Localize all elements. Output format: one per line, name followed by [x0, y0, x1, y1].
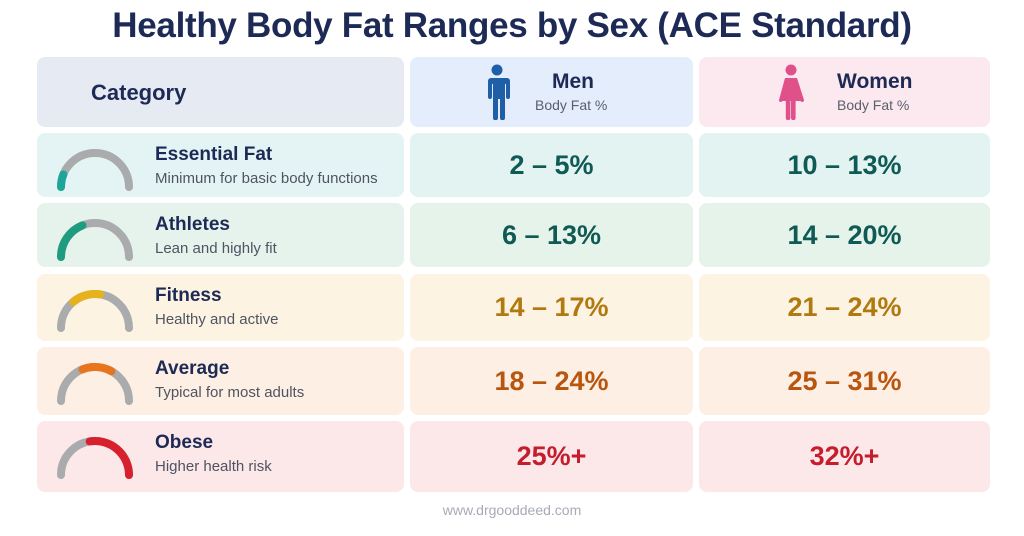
gauge-segment [57, 170, 68, 191]
header-men-cell: Men Body Fat % [410, 57, 693, 127]
men-range-value: 25%+ [516, 441, 587, 471]
women-range-value: 14 – 20% [787, 219, 902, 250]
category-name: Fitness [155, 285, 222, 306]
gauge-icon [57, 437, 133, 479]
women-range-cell: 10 – 13% [699, 133, 990, 197]
category-cell-obese: Obese Higher health risk [37, 421, 404, 492]
female-icon [778, 64, 805, 120]
men-range-value: 18 – 24% [494, 365, 609, 396]
gauge-icon [57, 290, 133, 332]
male-icon [487, 64, 510, 120]
page-title: Healthy Body Fat Ranges by Sex (ACE Stan… [112, 6, 912, 45]
gauge-segment [85, 437, 133, 479]
gauge-icon [57, 219, 133, 261]
men-range-cell: 25%+ [410, 421, 693, 492]
gauge-segment [57, 221, 87, 261]
women-range-cell: 25 – 31% [699, 347, 990, 415]
women-range-value: 10 – 13% [787, 149, 902, 180]
category-name: Athletes [155, 214, 230, 235]
gauge-track [57, 149, 133, 191]
header-category-cell: Category [37, 57, 404, 127]
gauge-icon [57, 149, 133, 191]
men-range-value: 14 – 17% [494, 292, 609, 322]
category-name: Essential Fat [155, 144, 273, 165]
category-cell-fitness: Fitness Healthy and active [37, 274, 404, 341]
category-desc: Typical for most adults [155, 384, 305, 401]
men-range-cell: 2 – 5% [410, 133, 693, 197]
men-range-cell: 6 – 13% [410, 203, 693, 267]
category-desc: Higher health risk [155, 458, 272, 475]
category-desc: Minimum for basic body functions [155, 170, 378, 187]
men-range-cell: 18 – 24% [410, 347, 693, 415]
women-range-cell: 21 – 24% [699, 274, 990, 341]
men-range-value: 2 – 5% [509, 149, 594, 180]
header-men-sub: Body Fat % [535, 97, 608, 113]
women-range-cell: 32%+ [699, 421, 990, 492]
category-cell-average: Average Typical for most adults [37, 347, 404, 415]
category-desc: Lean and highly fit [155, 240, 277, 257]
category-name: Average [155, 358, 230, 379]
header-men-label: Men [552, 70, 594, 93]
women-range-value: 25 – 31% [787, 365, 902, 396]
header-women-cell: Women Body Fat % [699, 57, 990, 127]
header-women-sub: Body Fat % [837, 97, 910, 113]
category-desc: Healthy and active [155, 311, 279, 328]
gauge-segment [78, 363, 116, 376]
category-cell-essential-fat: Essential Fat Minimum for basic body fun… [37, 133, 404, 197]
header-category-label: Category [91, 80, 187, 105]
gauge-track [57, 363, 133, 405]
men-range-cell: 14 – 17% [410, 274, 693, 341]
women-range-value: 32%+ [809, 441, 880, 471]
gauge-icon [57, 363, 133, 405]
women-range-value: 21 – 24% [787, 292, 902, 322]
men-range-value: 6 – 13% [501, 219, 602, 250]
category-cell-athletes: Athletes Lean and highly fit [37, 203, 404, 267]
footer-url[interactable]: www.drgooddeed.com [442, 502, 582, 518]
women-range-cell: 14 – 20% [699, 203, 990, 267]
category-name: Obese [155, 432, 214, 453]
header-women-label: Women [837, 70, 913, 93]
gauge-segment [69, 290, 105, 306]
